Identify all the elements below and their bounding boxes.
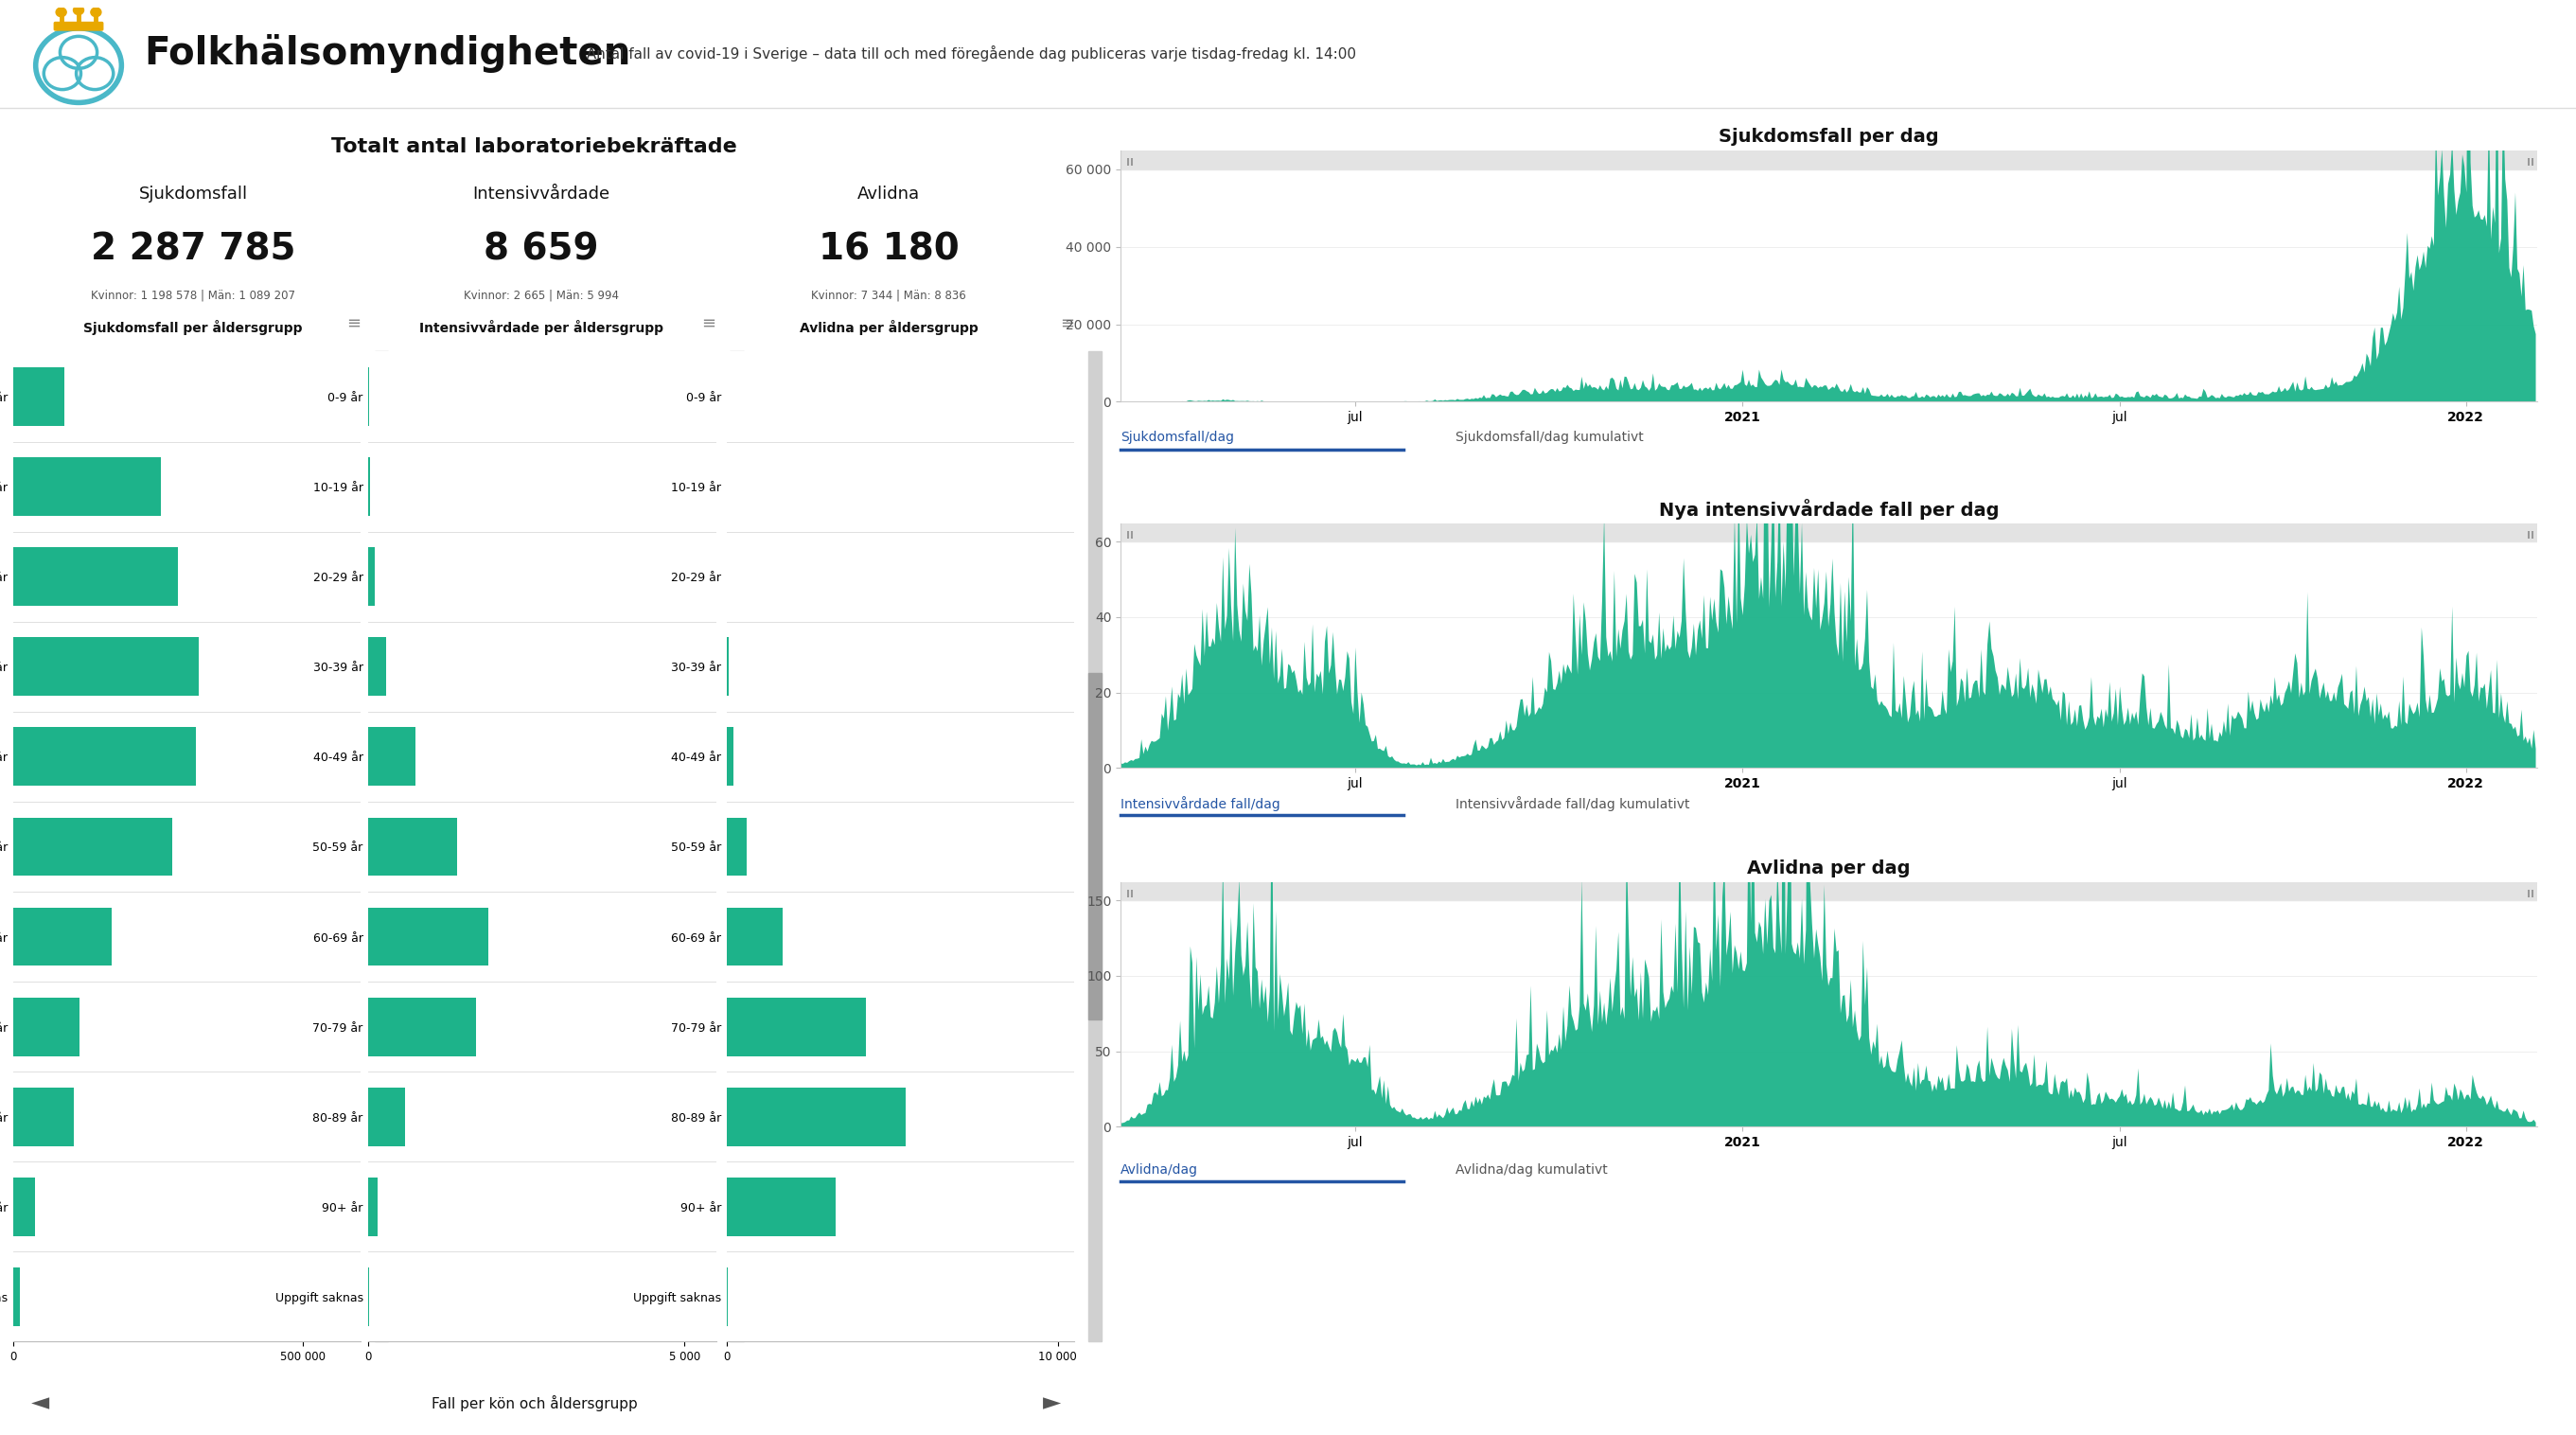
Bar	[726, 1088, 904, 1147]
Bar	[368, 547, 374, 606]
FancyBboxPatch shape	[54, 23, 103, 30]
Text: ≡: ≡	[345, 314, 361, 331]
Bar	[13, 547, 178, 606]
Bar	[726, 907, 783, 966]
Bar	[13, 367, 64, 426]
Text: Sjukdomsfall per dag: Sjukdomsfall per dag	[1718, 128, 1940, 145]
Text: ≡: ≡	[701, 314, 716, 331]
Circle shape	[72, 6, 85, 14]
Bar	[13, 458, 160, 515]
Bar	[13, 907, 111, 966]
Text: Sjukdomsfall per åldersgrupp: Sjukdomsfall per åldersgrupp	[82, 320, 304, 334]
Bar	[1087, 352, 1103, 1342]
Text: Kvinnor: 7 344 | Män: 8 836: Kvinnor: 7 344 | Män: 8 836	[811, 290, 966, 301]
Bar	[1121, 524, 2537, 542]
Bar	[1121, 151, 2537, 169]
Text: Avlidna: Avlidna	[858, 185, 920, 202]
Circle shape	[57, 7, 67, 17]
Text: II: II	[2527, 890, 2535, 900]
Text: Nya intensivvårdade fall per dag: Nya intensivvårdade fall per dag	[1659, 499, 1999, 519]
Text: Intensivvårdade: Intensivvårdade	[471, 185, 611, 202]
Text: Intensivvårdade fall/dag: Intensivvårdade fall/dag	[1121, 796, 1280, 811]
Bar	[368, 997, 477, 1056]
Bar	[368, 728, 415, 786]
Bar	[368, 907, 489, 966]
Text: 16 180: 16 180	[819, 231, 958, 268]
Text: ►: ►	[1043, 1392, 1061, 1415]
Text: ◄: ◄	[31, 1392, 49, 1415]
Bar	[726, 997, 866, 1056]
Text: Totalt antal laboratoriebekräftade: Totalt antal laboratoriebekräftade	[332, 136, 737, 156]
Text: II: II	[2527, 158, 2535, 168]
Text: Intensivvårdade fall/dag kumulativt: Intensivvårdade fall/dag kumulativt	[1455, 796, 1690, 811]
Bar	[729, 352, 744, 1342]
Bar	[13, 818, 173, 875]
Text: II: II	[1126, 890, 1133, 900]
Bar	[1087, 673, 1103, 1020]
Bar	[726, 818, 747, 875]
Text: Fall per kön och åldersgrupp: Fall per kön och åldersgrupp	[433, 1395, 636, 1412]
Bar	[368, 1178, 379, 1236]
Text: Avlidna per dag: Avlidna per dag	[1747, 860, 1911, 877]
Text: Avlidna/dag: Avlidna/dag	[1121, 1162, 1198, 1177]
Text: Sjukdomsfall/dag: Sjukdomsfall/dag	[1121, 431, 1234, 445]
Text: Avlidna/dag kumulativt: Avlidna/dag kumulativt	[1455, 1162, 1607, 1177]
Text: Sjukdomsfall: Sjukdomsfall	[139, 185, 247, 202]
Bar	[13, 997, 80, 1056]
Text: II: II	[1126, 158, 1133, 168]
Bar	[368, 818, 456, 875]
Text: Kvinnor: 2 665 | Män: 5 994: Kvinnor: 2 665 | Män: 5 994	[464, 290, 618, 301]
Bar	[13, 637, 198, 696]
Bar	[726, 728, 734, 786]
Text: Avlidna per åldersgrupp: Avlidna per åldersgrupp	[799, 320, 979, 334]
Bar	[13, 1178, 36, 1236]
Bar	[374, 673, 389, 1020]
Bar	[368, 1088, 404, 1147]
Bar	[729, 673, 744, 1020]
Bar	[1121, 883, 2537, 901]
Bar	[726, 1178, 835, 1236]
Text: 2 287 785: 2 287 785	[90, 231, 296, 268]
Text: Folkhälsomyndigheten: Folkhälsomyndigheten	[144, 33, 631, 73]
Text: 8 659: 8 659	[484, 231, 598, 268]
Bar	[374, 352, 389, 1342]
Text: ≡: ≡	[1059, 314, 1074, 331]
Text: Intensivvårdade per åldersgrupp: Intensivvårdade per åldersgrupp	[420, 320, 662, 334]
Circle shape	[90, 7, 100, 17]
Text: Antal fall av covid-19 i Sverige – data till och med föregående dag publiceras v: Antal fall av covid-19 i Sverige – data …	[577, 44, 1355, 62]
Text: II: II	[1126, 531, 1133, 541]
Bar	[13, 1088, 75, 1147]
Bar	[13, 1267, 21, 1326]
Text: Sjukdomsfall/dag kumulativt: Sjukdomsfall/dag kumulativt	[1455, 431, 1643, 445]
Text: II: II	[2527, 531, 2535, 541]
Bar	[13, 728, 196, 786]
Bar	[368, 637, 386, 696]
Text: Kvinnor: 1 198 578 | Män: 1 089 207: Kvinnor: 1 198 578 | Män: 1 089 207	[90, 290, 296, 301]
